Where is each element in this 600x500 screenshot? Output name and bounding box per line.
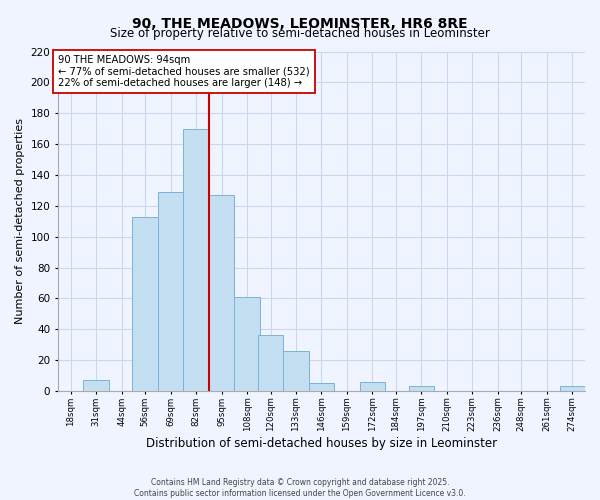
- Bar: [258, 336, 283, 391]
- Text: 90, THE MEADOWS, LEOMINSTER, HR6 8RE: 90, THE MEADOWS, LEOMINSTER, HR6 8RE: [132, 18, 468, 32]
- Text: 90 THE MEADOWS: 94sqm
← 77% of semi-detached houses are smaller (532)
22% of sem: 90 THE MEADOWS: 94sqm ← 77% of semi-deta…: [58, 54, 310, 88]
- Bar: [409, 386, 434, 391]
- Bar: [133, 216, 158, 391]
- Bar: [309, 384, 334, 391]
- Bar: [184, 128, 209, 391]
- X-axis label: Distribution of semi-detached houses by size in Leominster: Distribution of semi-detached houses by …: [146, 437, 497, 450]
- Bar: [359, 382, 385, 391]
- Bar: [209, 195, 234, 391]
- Bar: [158, 192, 184, 391]
- Text: Contains HM Land Registry data © Crown copyright and database right 2025.
Contai: Contains HM Land Registry data © Crown c…: [134, 478, 466, 498]
- Text: Size of property relative to semi-detached houses in Leominster: Size of property relative to semi-detach…: [110, 28, 490, 40]
- Bar: [83, 380, 109, 391]
- Bar: [283, 351, 309, 391]
- Bar: [560, 386, 585, 391]
- Y-axis label: Number of semi-detached properties: Number of semi-detached properties: [15, 118, 25, 324]
- Bar: [234, 297, 260, 391]
